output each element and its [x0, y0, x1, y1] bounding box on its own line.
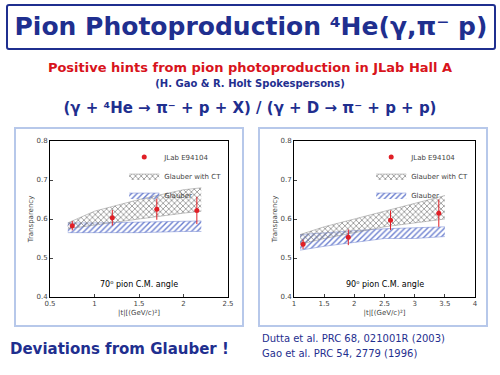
- svg-text:90⁰ pion C.M. angle: 90⁰ pion C.M. angle: [346, 280, 424, 289]
- svg-text:0.5: 0.5: [44, 300, 55, 308]
- html-text:Pion Photoproduction ⁴He(γ,π⁻: Pion Photoproduction ⁴He(γ,π⁻ p): [14, 12, 488, 41]
- svg-text:1: 1: [292, 300, 296, 308]
- svg-text:2: 2: [181, 300, 185, 308]
- svg-text:0.4: 0.4: [36, 293, 48, 301]
- svg-text:0.5: 0.5: [36, 254, 47, 262]
- svg-text:2.5: 2.5: [379, 300, 390, 308]
- svg-text:1.5: 1.5: [319, 300, 330, 308]
- svg-text:1.5: 1.5: [133, 300, 144, 308]
- svg-text:0.5: 0.5: [280, 254, 291, 262]
- svg-text:0.8: 0.8: [36, 137, 47, 145]
- svg-text:2: 2: [352, 300, 356, 308]
- svg-text:Transparency: Transparency: [27, 196, 35, 244]
- svg-text:0.7: 0.7: [280, 176, 291, 184]
- svg-text:4: 4: [473, 300, 478, 308]
- svg-text:Glauber: Glauber: [164, 192, 192, 200]
- svg-text:0.6: 0.6: [36, 215, 48, 223]
- svg-text:2.5: 2.5: [222, 300, 233, 308]
- svg-text:JLab E94104: JLab E94104: [163, 154, 208, 162]
- svg-text:0.8: 0.8: [280, 137, 291, 145]
- html-text:Positive hints from pion photo: Positive hints from pion photoproduction…: [47, 60, 453, 75]
- svg-text:Glauber with CT: Glauber with CT: [164, 173, 221, 181]
- html-text:(H. Gao & R. Holt Spokesperson: (H. Gao & R. Holt Spokespersons): [155, 78, 345, 89]
- svg-text:Glauber with CT: Glauber with CT: [411, 173, 468, 181]
- html-text:Deviations from Glauber !: Deviations from Glauber !: [10, 340, 229, 358]
- svg-text:3: 3: [412, 300, 416, 308]
- html-text:Gao et al. PRC 54, 2779 (1996): Gao et al. PRC 54, 2779 (1996): [262, 348, 418, 359]
- svg-text:Transparency: Transparency: [271, 196, 279, 244]
- svg-text:0.7: 0.7: [36, 176, 47, 184]
- svg-text:|t|[(GeV/c)²]: |t|[(GeV/c)²]: [364, 309, 406, 317]
- svg-text:|t|[(GeV/c)²]: |t|[(GeV/c)²]: [118, 309, 160, 317]
- svg-text:0.4: 0.4: [280, 293, 292, 301]
- html-text:(γ + ⁴He → π⁻ + p + X) / (γ +: (γ + ⁴He → π⁻ + p + X) / (γ + D → π⁻ + p…: [63, 99, 437, 117]
- svg-text:JLab E94104: JLab E94104: [410, 154, 455, 162]
- svg-text:70⁰ pion C.M. angle: 70⁰ pion C.M. angle: [100, 280, 178, 289]
- svg-text:Glauber: Glauber: [411, 192, 439, 200]
- svg-text:3.5: 3.5: [439, 300, 450, 308]
- svg-text:0.6: 0.6: [280, 215, 292, 223]
- html-text:Dutta et al. PRC 68, 021001R (: Dutta et al. PRC 68, 021001R (2003): [262, 333, 445, 344]
- svg-text:1: 1: [92, 300, 96, 308]
